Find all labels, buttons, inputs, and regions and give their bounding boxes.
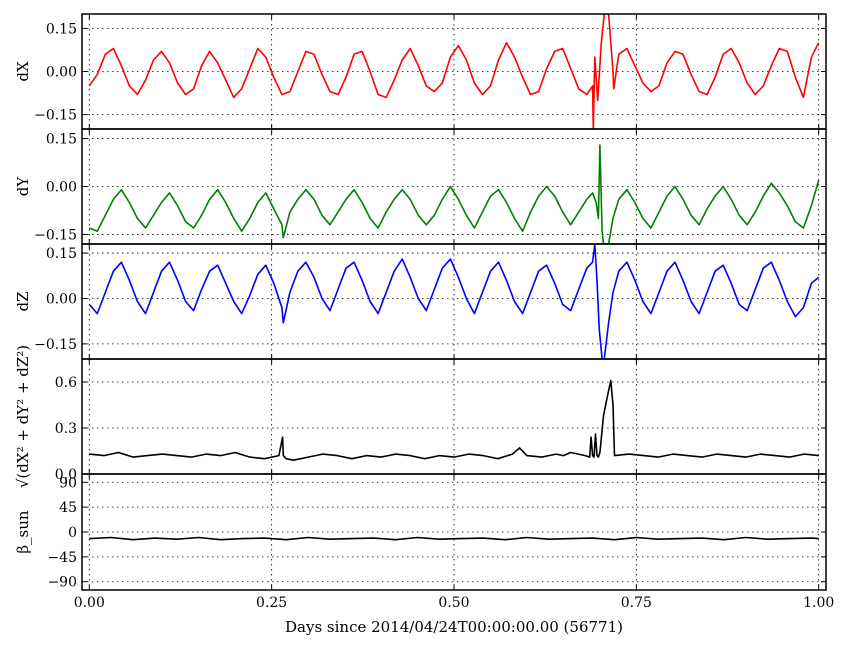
xtick-label-4: 1.00: [803, 595, 834, 611]
ytick-label-dr-2: 0.6: [55, 375, 77, 391]
ytick-label-dz-2: 0.15: [46, 246, 77, 262]
panel-frame-dx: [81, 13, 827, 130]
ytick-label-dx-2: 0.15: [46, 21, 77, 37]
ytick-label-dz-1: 0.00: [46, 291, 77, 307]
series-line-dz: [88, 244, 820, 359]
ylabel-dz: dZ: [14, 291, 32, 311]
ytick-label-dy-2: 0.15: [46, 132, 77, 148]
panels: −0.150.000.15dX−0.150.000.15dY−0.150.000…: [14, 13, 827, 591]
panel-dx: −0.15 0.00 0.15 dX: [14, 13, 827, 130]
series-line-dy: [89, 144, 820, 244]
ytick-label-beta-0: −90: [47, 575, 77, 591]
ytick-label-beta-4: 90: [59, 475, 77, 491]
panel-beta: −90 −45 0 45 90 β_sun: [14, 473, 827, 591]
panel-dz: −0.15 0.00 0.15 dZ: [14, 243, 827, 360]
xtick-label-2: 0.50: [438, 595, 469, 611]
ytick-label-dy-1: 0.00: [46, 180, 77, 196]
ytick-label-beta-2: 0: [68, 525, 77, 541]
panel-frame-dz: [81, 243, 827, 360]
xtick-label-1: 0.25: [256, 595, 287, 611]
panel-dr: 0.0 0.3 0.6 √(dX² + dY² + dZ²): [14, 345, 827, 488]
xtick-label-0: 0.00: [74, 595, 105, 611]
ytick-label-dy-0: −0.15: [34, 227, 77, 243]
ytick-label-dr-1: 0.3: [55, 421, 77, 437]
ylabel-dy: dY: [14, 176, 32, 197]
series-line-dr: [89, 379, 819, 461]
series-line-beta: [89, 536, 819, 541]
ylabel-dr: √(dX² + dY² + dZ²): [14, 345, 32, 488]
x-axis-label: Days since 2014/04/24T00:00:00.00 (56771…: [285, 618, 623, 636]
ylabel-beta: β_sun: [14, 510, 32, 554]
ytick-label-dz-0: −0.15: [34, 337, 77, 353]
ytick-label-dx-0: −0.15: [34, 108, 77, 124]
ylabel-dx: dX: [14, 61, 32, 82]
ytick-label-beta-1: −45: [47, 550, 77, 566]
panel-frame-beta: [81, 473, 827, 591]
xtick-label-3: 0.75: [621, 595, 652, 611]
series-line-dx: [88, 14, 820, 129]
panel-dy: −0.15 0.00 0.15 dY: [14, 128, 827, 245]
ytick-label-dx-1: 0.00: [46, 65, 77, 81]
ytick-label-dr-0: 0.0: [55, 467, 77, 483]
ytick-label-beta-3: 45: [59, 500, 77, 516]
x-axis-ticks: 0.00 0.25 0.50 0.75 1.00: [74, 595, 835, 611]
